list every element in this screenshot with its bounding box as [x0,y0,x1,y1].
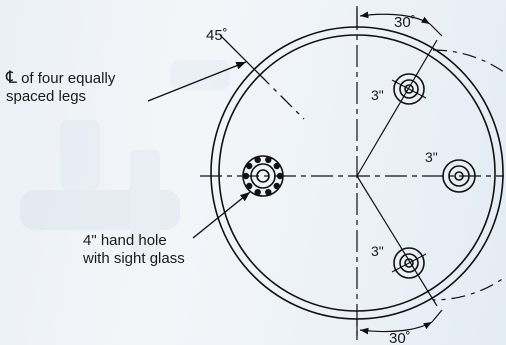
hand-hole-label-line2: with sight glass [82,250,185,267]
nozzle-bottom-size-label: 3" [371,243,384,259]
leg-centerline-text: of four equally [17,70,116,87]
radial-line-bottom [356,175,438,307]
hand-hole-bolt [254,156,261,163]
leg-centerline-leader [147,61,247,102]
hand-hole-bolt [265,189,272,196]
radial-line-top [356,39,438,177]
angle-45-label: 45˚ [206,27,228,44]
nozzle-top [391,73,427,105]
hand-hole-bolt [273,162,280,170]
hand-hole-bolt [254,189,261,196]
leg-centerline-45 [257,72,305,120]
top-dim-arrow [359,11,431,25]
bottom-dim-arrow [359,321,433,335]
nozzle-right-size-label: 3" [425,149,438,165]
centerline-symbol: ℄ [5,68,17,88]
hand-hole-bolt [246,182,253,190]
leg-centerline-label-line1: ℄ of four equally [5,68,116,88]
top-angle-label: 30˚ [394,14,416,31]
hand-hole-leader [192,191,251,239]
leg-centerline-extension [219,34,259,74]
hand-hole-bolt [242,172,250,180]
background-texture [20,60,230,260]
bottom-angle-label: 30˚ [389,330,411,345]
hand-hole-bolt [246,162,253,170]
hand-hole-label-line1: 4" hand hole [83,232,167,249]
hand-hole [242,155,284,197]
nozzle-right [442,159,476,193]
nozzle-bolt-circle-arc [432,49,506,301]
hand-hole-bolt [276,172,284,180]
hand-hole-bolt [273,182,280,190]
nozzle-bottom [391,247,427,279]
hand-hole-bolt [265,156,272,163]
leg-centerline-label-line2: spaced legs [6,88,86,105]
nozzle-top-size-label: 3" [371,87,384,103]
